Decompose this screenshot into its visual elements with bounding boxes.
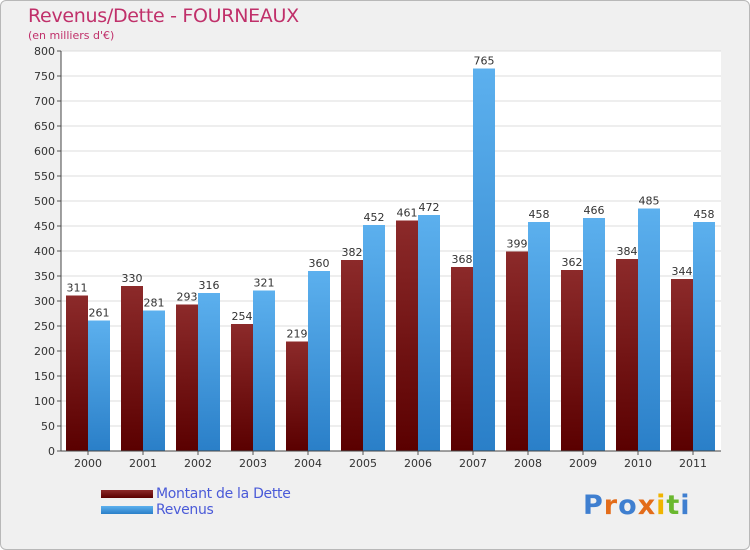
data-label-dette-2009: 362 [562,256,583,269]
bar-revenus-2002 [198,293,220,451]
y-tick-label: 200 [34,345,55,358]
y-tick-label: 750 [34,70,55,83]
data-label-revenus-2001: 281 [144,297,165,310]
bar-dette-2001 [121,286,143,451]
legend-label-revenus: Revenus [156,502,214,518]
proxiti-logo: Proxiti [583,490,691,521]
data-label-revenus-2006: 472 [419,201,440,214]
x-tick-label-2000: 2000 [74,457,102,470]
logo-letter: i [656,490,667,521]
chart-subtitle: (en milliers d'€) [28,29,115,42]
bar-revenus-2005 [363,225,385,451]
x-tick-label-2002: 2002 [184,457,212,470]
bar-dette-2000 [66,295,88,451]
logo-letter: i [680,490,691,521]
bar-dette-2009 [561,270,583,451]
bar-dette-2004 [286,341,308,451]
x-tick-label-2009: 2009 [569,457,597,470]
bar-dette-2010 [616,259,638,451]
data-label-dette-2011: 344 [672,265,693,278]
y-tick-label: 550 [34,170,55,183]
bar-revenus-2008 [528,222,550,451]
y-tick-label: 0 [48,445,55,458]
x-tick-label-2010: 2010 [624,457,652,470]
data-label-dette-2006: 461 [397,207,418,220]
bar-revenus-2004 [308,271,330,451]
bar-revenus-2011 [693,222,715,451]
x-tick-label-2005: 2005 [349,457,377,470]
logo-letter: r [603,490,619,521]
chart-title: Revenus/Dette - FOURNEAUX [28,5,299,27]
x-tick-label-2003: 2003 [239,457,267,470]
bar-revenus-2003 [253,290,275,451]
data-label-revenus-2002: 316 [199,279,220,292]
bar-revenus-2010 [638,208,660,451]
data-label-dette-2003: 254 [232,310,253,323]
y-tick-label: 250 [34,320,55,333]
x-tick-label-2006: 2006 [404,457,432,470]
x-tick-label-2001: 2001 [129,457,157,470]
y-tick-label: 700 [34,95,55,108]
data-label-dette-2001: 330 [122,272,143,285]
data-label-dette-2000: 311 [67,282,88,295]
logo-letter: x [637,490,657,521]
data-label-dette-2002: 293 [177,291,198,304]
data-label-revenus-2007: 765 [474,55,495,68]
data-label-revenus-2008: 458 [529,208,550,221]
x-tick-label-2011: 2011 [679,457,707,470]
y-tick-label: 500 [34,195,55,208]
data-label-dette-2007: 368 [452,253,473,266]
legend-swatch-dette [101,490,153,498]
data-label-dette-2010: 384 [617,245,638,258]
data-label-revenus-2011: 458 [694,208,715,221]
x-tick-label-2007: 2007 [459,457,487,470]
data-label-revenus-2010: 485 [639,195,660,208]
data-label-dette-2005: 382 [342,246,363,259]
bar-revenus-2001 [143,310,165,451]
data-label-revenus-2005: 452 [364,211,385,224]
data-label-revenus-2009: 466 [584,204,605,217]
y-tick-label: 150 [34,370,55,383]
data-label-revenus-2004: 360 [309,257,330,270]
data-label-revenus-2003: 321 [254,277,275,290]
y-tick-label: 600 [34,145,55,158]
y-tick-label: 800 [34,45,55,58]
bar-dette-2011 [671,279,693,451]
data-label-dette-2004: 219 [287,328,308,341]
y-tick-label: 100 [34,395,55,408]
bar-dette-2006 [396,220,418,451]
data-label-revenus-2000: 261 [89,307,110,320]
x-tick-label-2008: 2008 [514,457,542,470]
y-tick-label: 50 [41,420,55,433]
y-tick-label: 450 [34,220,55,233]
bar-dette-2008 [506,251,528,451]
y-tick-label: 400 [34,245,55,258]
bar-dette-2002 [176,304,198,451]
bar-dette-2003 [231,324,253,451]
bar-dette-2007 [451,267,473,451]
bar-revenus-2000 [88,320,110,451]
legend-label-dette: Montant de la Dette [156,486,291,502]
bar-dette-2005 [341,260,363,451]
y-tick-label: 350 [34,270,55,283]
logo-letter: P [583,490,604,521]
y-tick-label: 300 [34,295,55,308]
x-tick-label-2004: 2004 [294,457,322,470]
data-label-dette-2008: 399 [507,238,528,251]
bar-revenus-2006 [418,215,440,451]
logo-letter: t [666,490,681,521]
logo-letter: o [618,490,638,521]
legend-swatch-revenus [101,506,153,514]
bar-revenus-2007 [473,68,495,451]
bar-revenus-2009 [583,218,605,451]
y-tick-label: 650 [34,120,55,133]
